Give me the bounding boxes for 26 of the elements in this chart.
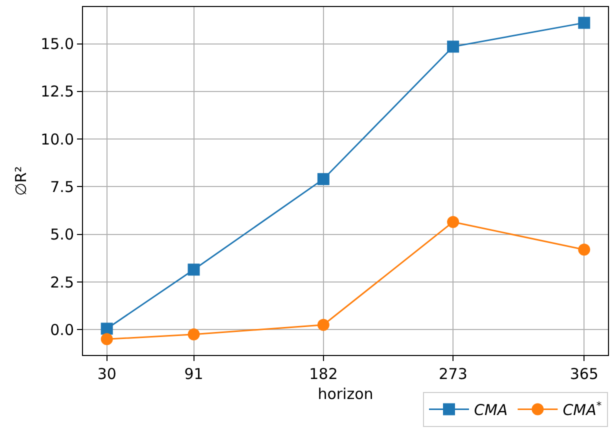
- point: [447, 40, 460, 53]
- point: [100, 322, 113, 335]
- point: [317, 173, 330, 186]
- y-tick-label: 12.5: [40, 82, 74, 101]
- y-tick-label: 10.0: [40, 130, 74, 148]
- y-tick-label: 2.5: [50, 273, 74, 292]
- x-tick-label: 30: [97, 365, 116, 383]
- y-tick-label: 15.0: [40, 35, 74, 54]
- x-tick-label: 365: [570, 365, 598, 383]
- x-tick-label: 182: [309, 365, 338, 383]
- point: [188, 328, 200, 340]
- point: [100, 333, 113, 346]
- x-tick-label: 273: [438, 365, 468, 383]
- x-axis-title: horizon: [318, 385, 374, 403]
- y-axis-title: ∅R²: [12, 166, 30, 196]
- legend-label: CMA: [474, 401, 508, 420]
- point: [188, 264, 200, 276]
- legend-label: CMA$^{*}$: [562, 400, 602, 420]
- y-tick-label: 5.0: [50, 226, 74, 244]
- x-tick-label: 91: [184, 365, 204, 383]
- point: [447, 216, 460, 228]
- point: [578, 244, 590, 256]
- y-tick-label: 0.0: [50, 320, 74, 339]
- point: [317, 318, 330, 331]
- y-tick-label: 7.5: [50, 178, 74, 196]
- point: [578, 16, 590, 29]
